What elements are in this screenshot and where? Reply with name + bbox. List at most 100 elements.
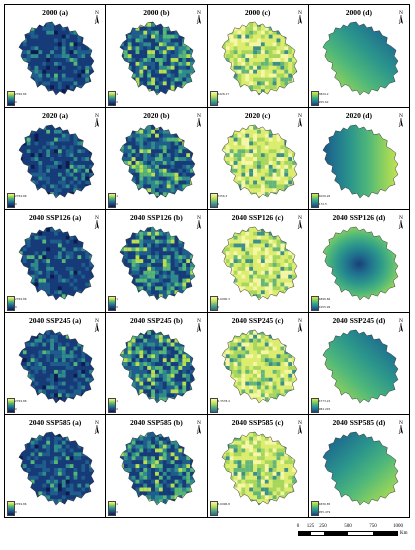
legend-max: 1 xyxy=(116,194,119,199)
legend-min: 0 xyxy=(15,202,17,207)
north-label: N xyxy=(298,10,302,16)
map-c xyxy=(221,21,297,96)
scale-segment xyxy=(372,532,397,535)
map-a xyxy=(18,21,95,96)
north-arrow-icon: N xyxy=(196,215,201,230)
map-a xyxy=(18,329,95,404)
legend: 7256.3 0 xyxy=(209,193,244,209)
legend-max: 2769.86 xyxy=(15,501,27,506)
panel-title: 2000 (a) xyxy=(42,8,69,17)
panel-title: 2000 (b) xyxy=(143,8,170,17)
legend-max: 1 xyxy=(116,399,119,404)
legend-max: 2766.84 xyxy=(15,91,27,96)
north-arrow-icon: N xyxy=(94,420,99,436)
north-label: N xyxy=(197,420,201,426)
panel-title: 2040 SSP585 (c) xyxy=(231,418,284,428)
north-label: N xyxy=(298,318,302,324)
scale-tick-label: 125 xyxy=(306,524,315,529)
legend-min: 0 xyxy=(15,407,17,412)
legend: 5,3578.4 0 xyxy=(209,398,244,414)
panel-title: 2020 (b) xyxy=(143,110,170,120)
legend-min: 0 xyxy=(116,407,119,412)
map-panel-c: 2040 SSP126 (c) N 5,6900.3 0 xyxy=(207,210,309,313)
legend-color-ramp xyxy=(7,295,15,311)
legend: 2769.86 0 xyxy=(7,500,41,516)
legend: 4896.66 1055.99 xyxy=(310,295,345,311)
north-arrow-icon: N xyxy=(196,420,201,436)
legend-color-ramp xyxy=(209,193,218,209)
panel-title: 2020 (a) xyxy=(42,110,69,120)
map-panel-d: 2000 (d) N 3829.2 205.62 xyxy=(308,5,410,108)
scale-unit: Km xyxy=(400,531,408,536)
map-panel-d: 2040 SSP585 (d) N 4836.85 955.479 xyxy=(308,415,410,518)
panel-title: 2040 SSP245 (d) xyxy=(332,315,386,325)
map-d xyxy=(322,226,399,301)
north-arrow-icon: N xyxy=(94,215,99,230)
legend-color-ramp xyxy=(7,398,15,414)
north-arrow-icon: N xyxy=(196,318,201,333)
scale-tick-label: 250 xyxy=(319,524,327,529)
north-label: N xyxy=(399,10,403,16)
map-panel-c: 2020 (c) N 7256.3 0 xyxy=(207,107,309,211)
legend-min: 0 xyxy=(116,99,119,104)
legend: 4836.85 955.479 xyxy=(310,500,345,516)
scale-segment xyxy=(299,532,312,535)
map-b xyxy=(119,226,196,301)
legend-min: 0 xyxy=(217,509,220,514)
legend-color-ramp xyxy=(108,90,117,106)
scale-segment xyxy=(348,532,373,535)
panel-title: 2040 SSP126 (d) xyxy=(332,213,386,223)
legend-max: 1 xyxy=(116,91,119,96)
legend: 2769.86 0 xyxy=(7,398,41,414)
legend-color-ramp xyxy=(7,90,15,106)
map-panel-b: 2040 SSP585 (b) N 1 0 xyxy=(106,415,208,518)
legend-color-ramp xyxy=(310,193,319,209)
panel-title: 2020 (d) xyxy=(345,110,373,120)
legend-color-ramp xyxy=(310,398,319,414)
map-panel-a: 2020 (a) N 2769.86 0 xyxy=(5,107,107,211)
legend-max: 7256.3 xyxy=(217,194,228,199)
legend-min: 0 xyxy=(217,99,220,104)
panel-title: 2040 SSP126 (b) xyxy=(130,213,183,223)
north-label: N xyxy=(399,318,403,324)
scale-bar-graphic xyxy=(298,531,398,536)
legend-color-ramp xyxy=(209,500,218,516)
north-label: N xyxy=(95,215,99,221)
scale-tick-label: 750 xyxy=(369,524,377,529)
panel-title: 2020 (c) xyxy=(244,110,271,120)
map-panel-b: 2040 SSP126 (b) N 1 0 xyxy=(106,210,208,313)
map-grid: 2000 (a) N 2766.84 0 2000 (b) N 1 0 2000 (c) N 542… xyxy=(4,4,410,518)
legend: 2769.86 0 xyxy=(7,193,41,209)
legend-color-ramp xyxy=(209,90,218,106)
north-label: N xyxy=(298,215,302,221)
map-d xyxy=(322,21,399,96)
map-d xyxy=(322,432,399,506)
north-arrow-icon: N xyxy=(398,420,403,436)
north-label: N xyxy=(197,215,201,221)
legend: 2769.86 0 xyxy=(7,295,41,311)
legend-max: 2769.86 xyxy=(15,399,27,404)
panel-title: 2040 SSP126 (a) xyxy=(28,213,82,223)
north-label: N xyxy=(95,420,99,426)
legend-min: 955.479 xyxy=(318,509,331,514)
legend-min: 0 xyxy=(116,202,119,207)
panel-title: 2040 SSP585 (d) xyxy=(332,418,386,428)
scale-tick-label: 500 xyxy=(344,524,352,529)
map-panel-a: 2040 SSP245 (a) N 2769.86 0 xyxy=(5,312,107,416)
scale-tick-label: 0 xyxy=(296,524,300,529)
north-arrow-icon: N xyxy=(297,420,302,436)
map-c xyxy=(221,124,297,199)
north-label: N xyxy=(298,420,302,426)
north-arrow-icon: N xyxy=(196,10,201,25)
legend-color-ramp xyxy=(108,295,117,311)
legend-color-ramp xyxy=(108,500,117,516)
legend: 4026.26 174.5 xyxy=(310,193,345,209)
legend-max: 1 xyxy=(116,296,119,301)
north-arrow-icon: N xyxy=(297,113,302,128)
legend-color-ramp xyxy=(108,398,117,414)
legend-color-ramp xyxy=(310,295,319,311)
legend-min: 0 xyxy=(15,304,17,309)
